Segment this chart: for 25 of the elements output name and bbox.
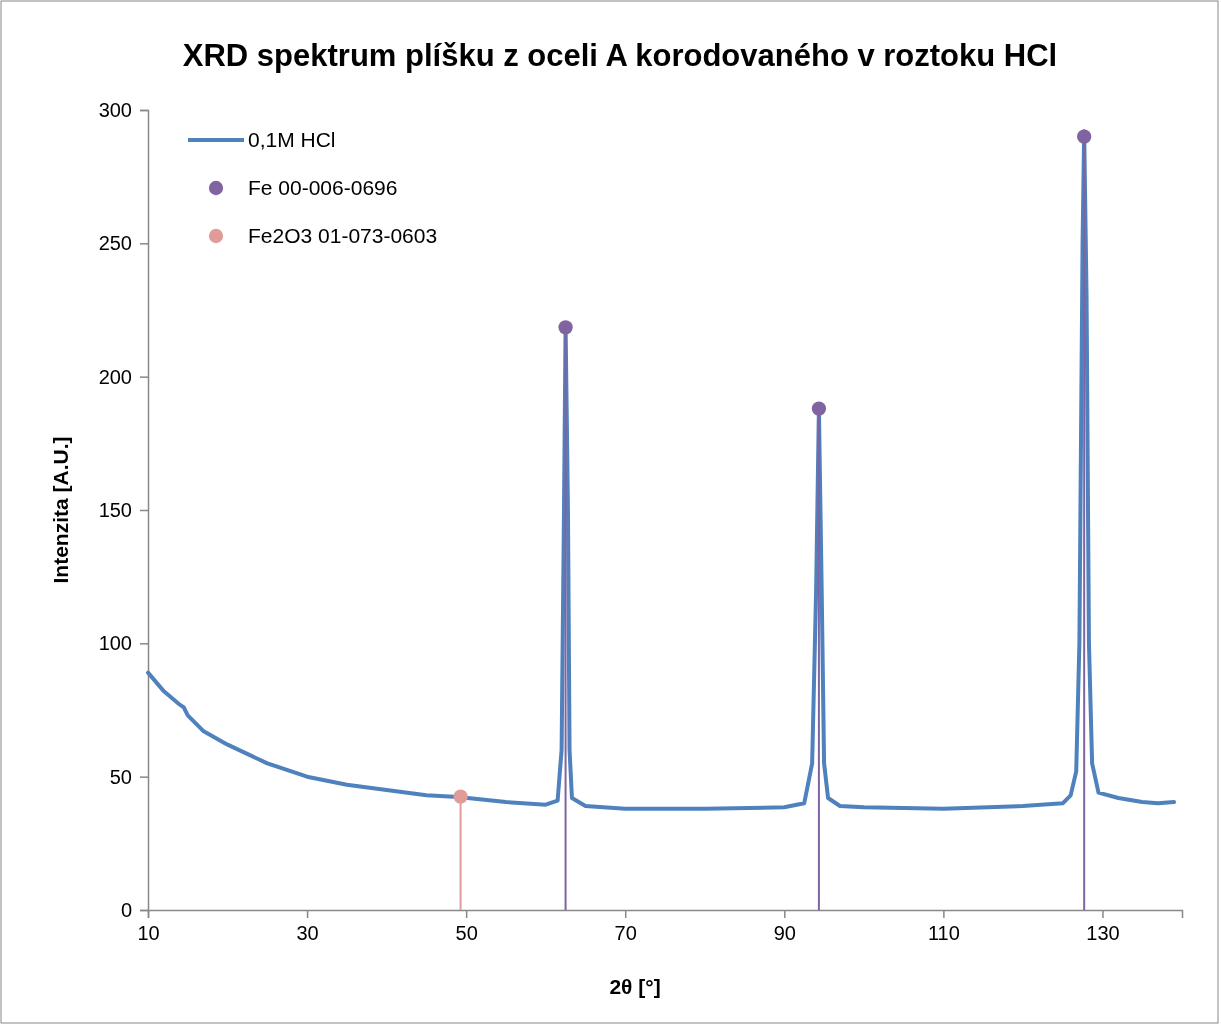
y-tick-label: 250 [98,232,132,255]
chart-title: XRD spektrum plíšku z oceli A korodovaného v roztoku HCl [182,38,1058,73]
x-tick-label: 130 [1086,922,1120,945]
legend-label: Fe2O3 01-073-0603 [248,224,438,247]
point [453,789,468,804]
point [558,320,573,335]
y-tick-label: 300 [98,98,132,121]
x-tick-label: 10 [137,922,160,945]
x-tick-label: 70 [614,922,637,945]
y-tick-label: 100 [98,632,132,655]
y-tick-label: 0 [120,898,132,921]
x-axis-title: 2θ [°] [609,975,661,998]
y-axis-title: Intenzita [A.U.] [49,436,72,584]
line-series [146,129,1177,811]
y-tick-label: 200 [98,365,132,388]
x-tick-label: 30 [296,922,319,945]
x-tick-label: 50 [455,922,478,945]
legend-label: 0,1M HCl [248,128,336,151]
y-tick-label: 150 [98,498,132,521]
legend-label: Fe 00-006-0696 [248,176,398,199]
x-tick-label: 110 [927,922,960,945]
y-tick-label: 50 [109,765,132,788]
point [1077,129,1092,144]
point [811,401,827,416]
x-tick-label: 90 [773,922,796,945]
